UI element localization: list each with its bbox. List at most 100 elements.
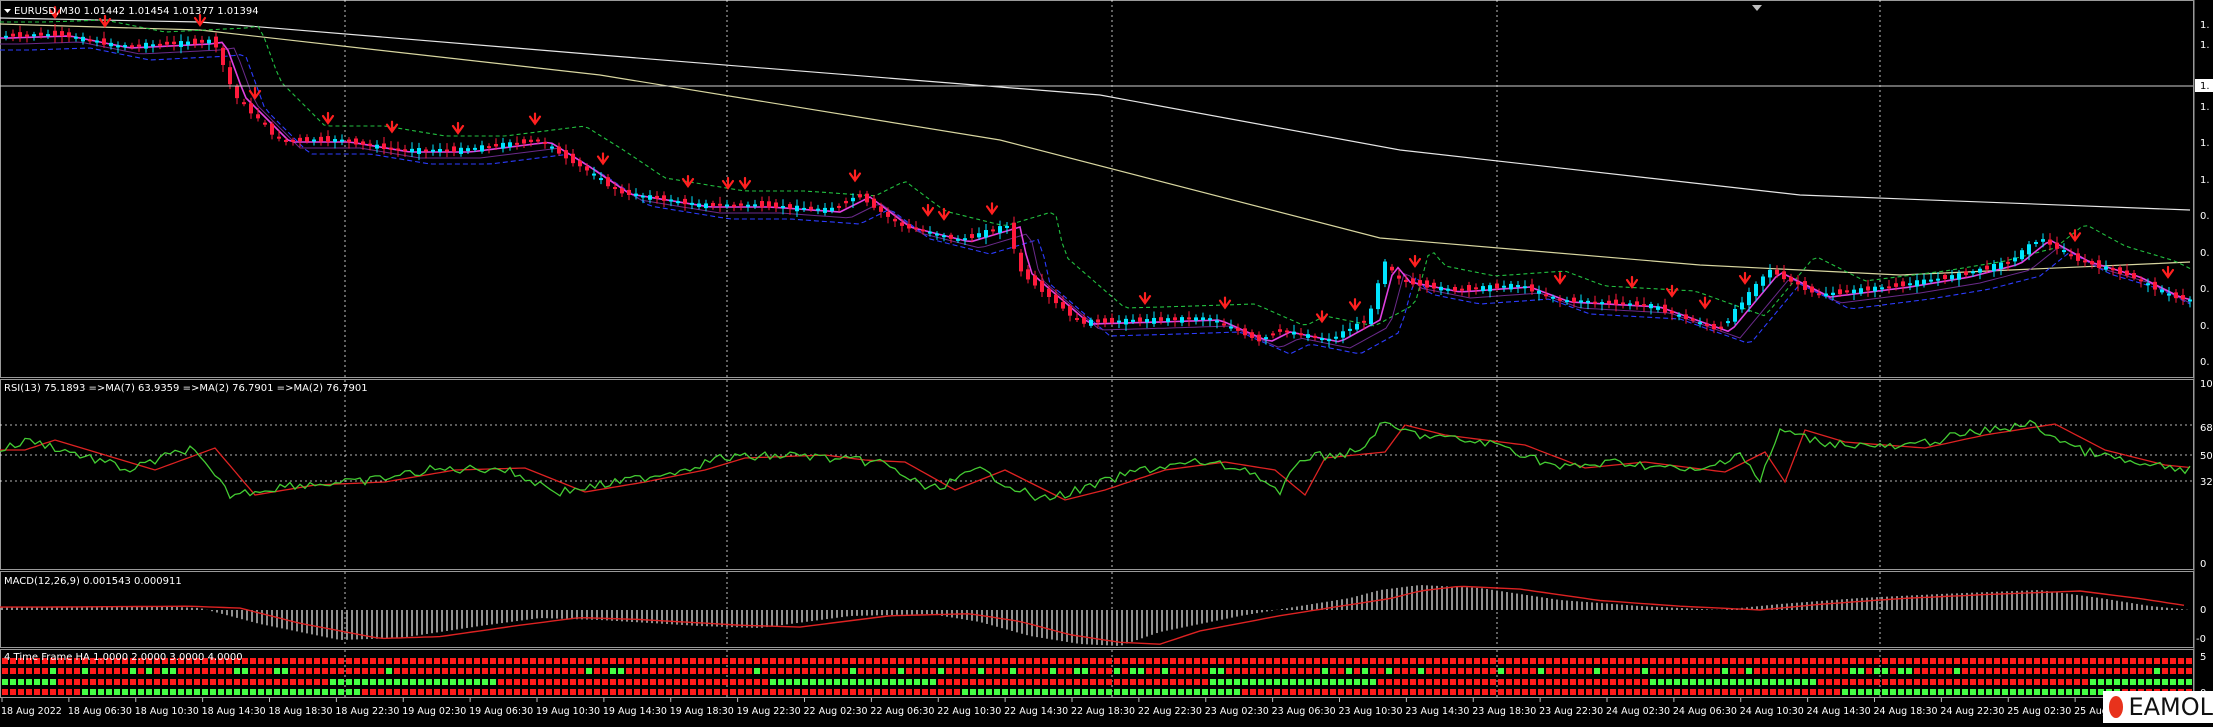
candle-body — [1005, 225, 1009, 228]
ha-dot — [914, 658, 920, 664]
ha-dot — [546, 689, 552, 695]
ha-dot — [818, 679, 824, 685]
ha-dot — [1450, 679, 1456, 685]
main-pane[interactable] — [0, 0, 2194, 378]
ha-dot — [1954, 689, 1960, 695]
candle-body — [1432, 282, 1436, 289]
sell-arrow-icon — [1408, 254, 1422, 268]
candle-body — [1642, 304, 1646, 307]
ha-dot — [2010, 679, 2016, 685]
ha-dot — [1378, 689, 1384, 695]
ha-dot — [810, 679, 816, 685]
ha-dot — [962, 668, 968, 674]
ha-dot — [1946, 668, 1952, 674]
ha-dot — [594, 658, 600, 664]
ha-dot — [1466, 679, 1472, 685]
ha-dot — [362, 679, 368, 685]
ha-dot — [2082, 689, 2088, 695]
ha-dot — [1218, 679, 1224, 685]
ha-dot — [10, 689, 16, 695]
ha-dot — [298, 668, 304, 674]
ha-dot — [1602, 658, 1608, 664]
chart-shift-marker[interactable] — [1752, 5, 1762, 11]
ha-dot — [634, 668, 640, 674]
candle-body — [1131, 319, 1135, 322]
candle-body — [1152, 317, 1156, 324]
ha-dot — [506, 679, 512, 685]
ha-dot — [74, 679, 80, 685]
time-label: 22 Aug 06:30 — [870, 706, 934, 717]
candle-body — [1173, 317, 1177, 321]
rsi-pane[interactable] — [0, 379, 2194, 570]
ha-dot — [986, 658, 992, 664]
ha-dot — [202, 668, 208, 674]
ha-dot — [1858, 689, 1864, 695]
ha-dot — [1194, 668, 1200, 674]
ha-dot — [1146, 668, 1152, 674]
candle-body — [1586, 300, 1590, 303]
ha-dot — [1650, 689, 1656, 695]
ha-dot — [1410, 658, 1416, 664]
ha-dot — [1098, 689, 1104, 695]
candle-body — [207, 39, 211, 44]
ha-dot — [1226, 679, 1232, 685]
sell-arrow-icon — [1698, 296, 1712, 310]
ha-dot — [1674, 689, 1680, 695]
ha-dot — [674, 689, 680, 695]
price-label: 0. — [2200, 321, 2210, 332]
ha-dot — [786, 668, 792, 674]
ha-dot — [1370, 658, 1376, 664]
ha-dot — [1594, 668, 1600, 674]
ha-dot — [1858, 658, 1864, 664]
ha-dot — [994, 658, 1000, 664]
ha-dot — [1050, 668, 1056, 674]
ha-dot — [1890, 658, 1896, 664]
ha-dot — [226, 689, 232, 695]
ha-dot — [530, 668, 536, 674]
ha-dot — [1882, 679, 1888, 685]
ha-dot — [26, 679, 32, 685]
ha-dot — [1482, 679, 1488, 685]
ha-dot — [554, 668, 560, 674]
ha-dot — [442, 668, 448, 674]
ha-dot — [754, 668, 760, 674]
candle-body — [837, 205, 841, 208]
ha-dot — [1234, 689, 1240, 695]
ha-dot — [1458, 689, 1464, 695]
ha-dot — [26, 658, 32, 664]
time-label: 24 Aug 06:30 — [1673, 706, 1737, 717]
candle-body — [1250, 332, 1254, 338]
ha-dot — [666, 679, 672, 685]
ha-dot — [50, 689, 56, 695]
ha-dot — [250, 658, 256, 664]
ha-dot — [1210, 679, 1216, 685]
ha-dot — [402, 658, 408, 664]
candle-body — [1264, 337, 1268, 340]
ha-dot — [2178, 679, 2184, 685]
ha-dot — [1010, 689, 1016, 695]
ha-dot — [1034, 658, 1040, 664]
candle-body — [1628, 303, 1632, 306]
ha-dot — [82, 658, 88, 664]
ha-dot — [1674, 658, 1680, 664]
candle-body — [1397, 275, 1401, 279]
ha-dot — [386, 658, 392, 664]
ha-dot — [618, 668, 624, 674]
ha-dot — [218, 658, 224, 664]
ha-dot — [1610, 668, 1616, 674]
tf-pane[interactable] — [0, 649, 2194, 698]
ha-dot — [1298, 668, 1304, 674]
candle-body — [1922, 279, 1926, 285]
ha-dot — [562, 679, 568, 685]
ha-dot — [1058, 689, 1064, 695]
candle-body — [1726, 321, 1730, 324]
ha-dot — [1538, 668, 1544, 674]
candle-body — [1229, 326, 1233, 329]
rsi-header-text: RSI(13) 75.1893 =>MA(7) 63.9359 =>MA(2) … — [4, 383, 368, 394]
ha-dot — [546, 679, 552, 685]
ha-dot — [66, 679, 72, 685]
ha-dot — [106, 689, 112, 695]
ha-dot — [2, 658, 8, 664]
candle-body — [39, 32, 43, 36]
